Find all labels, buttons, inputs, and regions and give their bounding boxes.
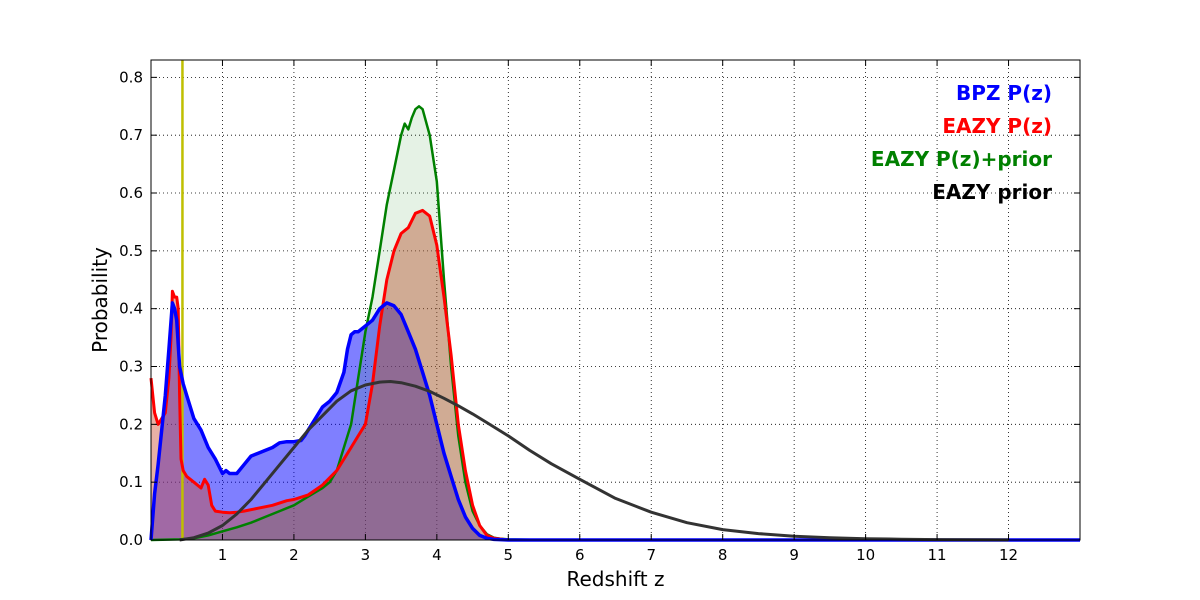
series-line-3 [179, 380, 1009, 542]
legend-entry: EAZY prior [932, 180, 1052, 204]
x-tick-label: 1 [218, 546, 228, 564]
x-tick-label: 3 [361, 546, 371, 564]
y-tick-label: 0.8 [119, 68, 143, 86]
series-line-1 [149, 208, 1080, 542]
y-tick-label: 0.6 [119, 184, 143, 202]
x-tick-label: 8 [718, 546, 728, 564]
x-tick-label: 7 [646, 546, 656, 564]
x-tick-label: 6 [575, 546, 585, 564]
y-tick-label: 0.1 [119, 473, 143, 491]
y-tick-label: 0.4 [119, 300, 143, 318]
y-tick-label: 0.0 [119, 531, 143, 549]
series-lines [149, 60, 1080, 542]
y-axis-label: Probability [88, 247, 112, 353]
x-tick-label: 12 [999, 546, 1018, 564]
x-tick-label: 10 [856, 546, 875, 564]
x-tick-label: 4 [432, 546, 442, 564]
series-fill-2 [151, 106, 1080, 541]
grid [151, 60, 1080, 540]
series-fill-0 [151, 302, 1080, 540]
series-fill-1 [151, 210, 1080, 540]
legend-entry: EAZY P(z)+prior [871, 147, 1052, 171]
axis-ticks: 1 2 3 4 5 6 7 8 9 10 11 120.00.10.20.30.40.50.60.70… [119, 60, 1080, 564]
x-axis-label: Redshift z [566, 567, 664, 591]
x-tick-label: 11 [928, 546, 947, 564]
plot-frame [150, 59, 1081, 541]
y-tick-label: 0.7 [119, 126, 143, 144]
x-tick-label: 2 [289, 546, 299, 564]
y-tick-label: 0.3 [119, 358, 143, 376]
legend-entry: EAZY P(z) [942, 114, 1052, 138]
legend-entry: BPZ P(z) [956, 81, 1052, 105]
series-fills [151, 106, 1080, 541]
y-tick-label: 0.2 [119, 415, 143, 433]
x-tick-label: 9 [789, 546, 799, 564]
legend: BPZ P(z) EAZY P(z) EAZY P(z)+prior EAZY pri… [871, 81, 1052, 204]
x-tick-label: 5 [504, 546, 514, 564]
y-tick-label: 0.5 [119, 242, 143, 260]
